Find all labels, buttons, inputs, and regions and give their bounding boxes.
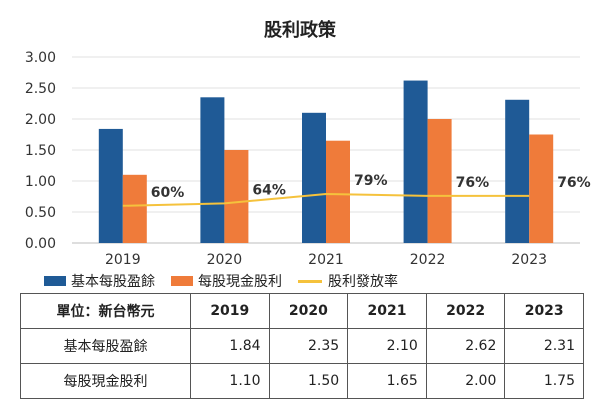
y-tick-label: 2.50 (25, 81, 56, 97)
table-row: 基本每股盈餘 1.84 2.35 2.10 2.62 2.31 (20, 328, 584, 364)
x-axis-ticks: 2019 2020 2021 2022 2023 (105, 252, 547, 268)
payout-data-label: 60% (151, 185, 185, 201)
legend-swatch-eps (44, 276, 66, 286)
bar-eps (200, 97, 225, 243)
table-header-year: 2020 (268, 293, 349, 329)
table-cell: 1.50 (268, 363, 349, 399)
y-tick-label: 0.00 (25, 236, 56, 252)
bar-eps (302, 112, 326, 243)
legend-swatch-dividend (171, 276, 193, 286)
payout-data-label: 76% (456, 175, 490, 191)
chart-title: 股利政策 (263, 19, 337, 41)
bar-eps (403, 80, 428, 243)
bar-dividend (122, 174, 147, 243)
payout-line: 60% 64% 79% 76% 76% (122, 173, 591, 207)
y-tick-label: 0.50 (25, 205, 56, 221)
table-row: 每股現金股利 1.10 1.50 1.65 2.00 1.75 (20, 363, 584, 399)
payout-data-label: 76% (557, 175, 591, 191)
bar-eps (505, 99, 530, 243)
dividend-chart: 股利政策 0.00 0.50 1.00 1.50 2.00 2.50 3.00 60% 64%… (25, 19, 591, 268)
y-axis-ticks: 0.00 0.50 1.00 1.50 2.00 2.50 3.00 (25, 50, 56, 252)
payout-data-label: 79% (354, 173, 388, 189)
table-header-year: 2022 (425, 293, 506, 329)
y-tick-label: 1.00 (25, 174, 56, 190)
table-cell: 1.65 (347, 363, 427, 399)
legend-item-eps: 基本每股盈餘 (44, 271, 155, 291)
table-cell: 2.62 (425, 328, 506, 364)
table-row-label: 基本每股盈餘 (20, 328, 191, 364)
table-row-label: 每股現金股利 (20, 363, 191, 399)
table-header-row: 單位：新台幣元 2019 2020 2021 2022 2023 (20, 293, 584, 329)
bar-dividend (529, 134, 554, 243)
bar-eps (98, 128, 123, 243)
table-cell: 2.10 (347, 328, 427, 364)
x-tick-label: 2021 (308, 252, 344, 268)
payout-line-path (122, 193, 530, 207)
table-cell: 1.10 (190, 363, 270, 399)
x-tick-label: 2023 (511, 252, 547, 268)
bar-dividend (224, 150, 249, 243)
table-cell: 2.00 (425, 363, 506, 399)
table-cell: 2.31 (504, 328, 584, 364)
table-header-year: 2019 (190, 293, 270, 329)
legend-label-dividend: 每股現金股利 (198, 274, 282, 290)
data-table: 單位：新台幣元 2019 2020 2021 2022 2023 基本每股盈餘 … (20, 293, 584, 399)
table-header-year: 2021 (347, 293, 427, 329)
y-tick-label: 2.00 (25, 112, 56, 128)
legend-label-payout: 股利發放率 (328, 274, 398, 290)
y-tick-label: 1.50 (25, 143, 56, 159)
x-tick-label: 2020 (207, 252, 243, 268)
table-cell: 1.84 (190, 328, 270, 364)
x-tick-label: 2022 (410, 252, 446, 268)
table-header-unit: 單位：新台幣元 (20, 293, 191, 329)
legend-item-payout: 股利發放率 (298, 271, 398, 291)
table-cell: 1.75 (504, 363, 584, 399)
legend-item-dividend: 每股現金股利 (171, 271, 282, 291)
legend: 基本每股盈餘 每股現金股利 股利發放率 (44, 271, 584, 291)
legend-label-eps: 基本每股盈餘 (71, 274, 155, 290)
bar-dividend (427, 119, 452, 243)
legend-line-payout (298, 279, 322, 283)
bars (98, 80, 554, 243)
table-cell: 2.35 (268, 328, 349, 364)
payout-data-label: 64% (252, 182, 286, 198)
y-tick-label: 3.00 (25, 50, 56, 66)
x-tick-label: 2019 (105, 252, 141, 268)
table-header-year: 2023 (504, 293, 584, 329)
bar-dividend (326, 140, 350, 243)
